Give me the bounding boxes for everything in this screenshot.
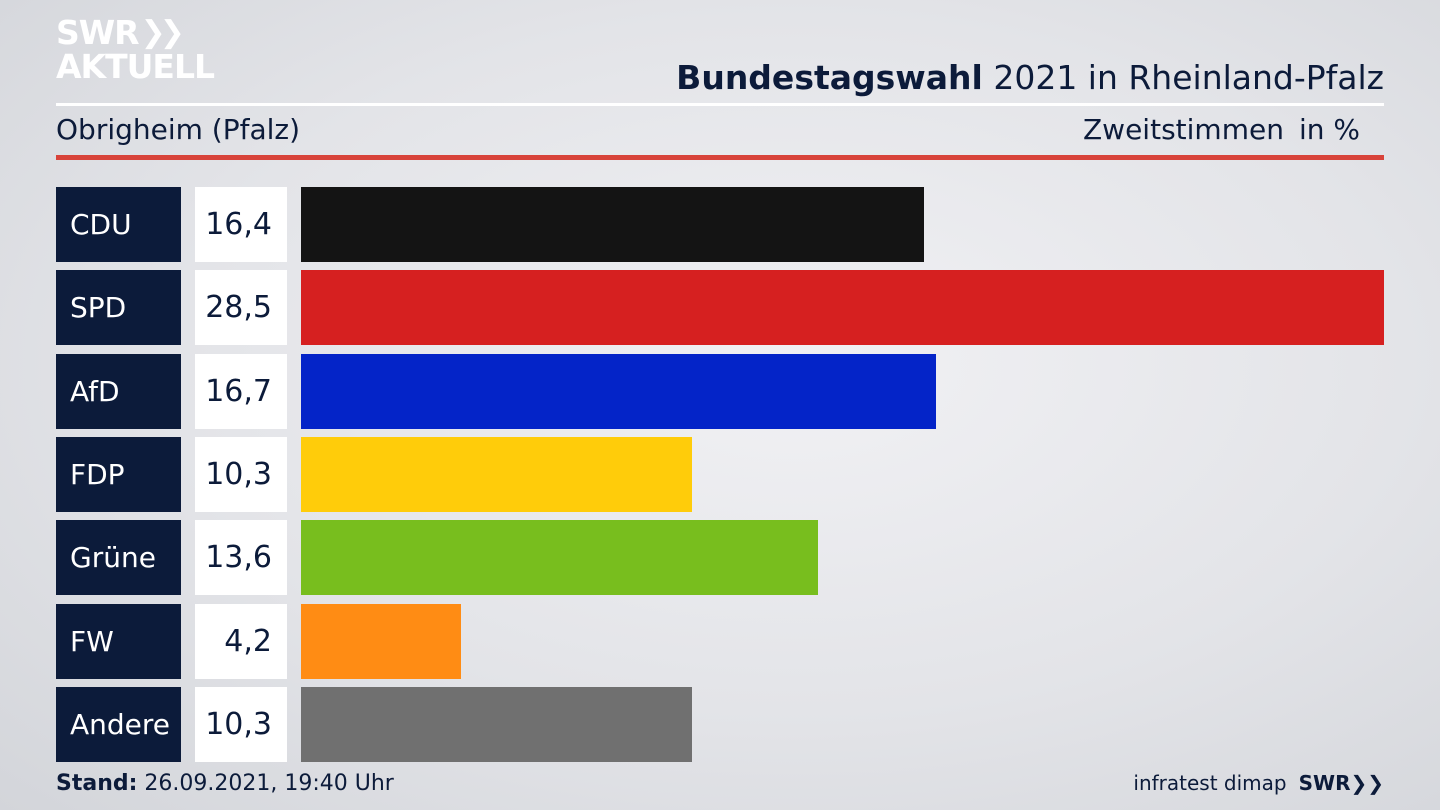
footer-logo-text: SWR (1298, 771, 1351, 795)
unit-label: in % (1299, 113, 1361, 146)
chart-title: Bundestagswahl 2021 in Rheinland-Pfalz (676, 58, 1384, 97)
logo-swr-text: SWR (56, 13, 140, 52)
bar (301, 520, 818, 596)
party-label: AfD (56, 353, 181, 429)
value-label: 10,3 (195, 436, 287, 512)
title-bold: Bundestagswahl (676, 58, 983, 97)
logo-aktuell-text: AKTUELL (56, 47, 215, 86)
footer-chevron-icon: ❯❯ (1350, 771, 1384, 795)
source-credit: infratest dimap SWR❯❯ (1133, 771, 1384, 795)
value-label: 13,6 (195, 520, 287, 596)
value-label: 28,5 (195, 270, 287, 346)
bar (301, 270, 1384, 346)
value-label: 4,2 (195, 603, 287, 679)
stand-value: 26.09.2021, 19:40 Uhr (144, 771, 394, 796)
bar (301, 603, 461, 679)
party-label: CDU (56, 187, 181, 262)
bar-row: FW 4,2 (56, 603, 1384, 679)
subtitle-location: Obrigheim (Pfalz) (56, 113, 301, 146)
source-text: infratest dimap (1133, 771, 1287, 795)
swr-aktuell-logo: SWR ❯❯ AKTUELL (56, 13, 215, 86)
red-divider (56, 155, 1384, 160)
bar (301, 353, 936, 429)
party-label: Grüne (56, 520, 181, 596)
bar (301, 686, 692, 762)
bar-row: SPD 28,5 (56, 270, 1384, 346)
footer-swr-logo: SWR❯❯ (1299, 771, 1384, 795)
value-label: 10,3 (195, 686, 287, 762)
bar (301, 436, 692, 512)
bar-row: CDU 16,4 (56, 187, 1384, 262)
timestamp: Stand: 26.09.2021, 19:40 Uhr (56, 771, 394, 796)
measure-label: Zweitstimmen (1083, 113, 1284, 146)
party-label: FW (56, 603, 181, 679)
value-label: 16,4 (195, 187, 287, 262)
party-label: FDP (56, 436, 181, 512)
bar-row: Grüne 13,6 (56, 520, 1384, 596)
double-chevron-icon: ❯❯ (140, 15, 185, 50)
party-label: SPD (56, 270, 181, 346)
bar (301, 187, 924, 262)
bar-row: FDP 10,3 (56, 436, 1384, 512)
header-divider (56, 103, 1384, 106)
value-label: 16,7 (195, 353, 287, 429)
party-label: Andere (56, 686, 181, 762)
bar-row: Andere 10,3 (56, 686, 1384, 762)
bar-row: AfD 16,7 (56, 353, 1384, 429)
title-rest: 2021 in Rheinland-Pfalz (993, 58, 1384, 97)
stand-label: Stand: (56, 771, 138, 796)
